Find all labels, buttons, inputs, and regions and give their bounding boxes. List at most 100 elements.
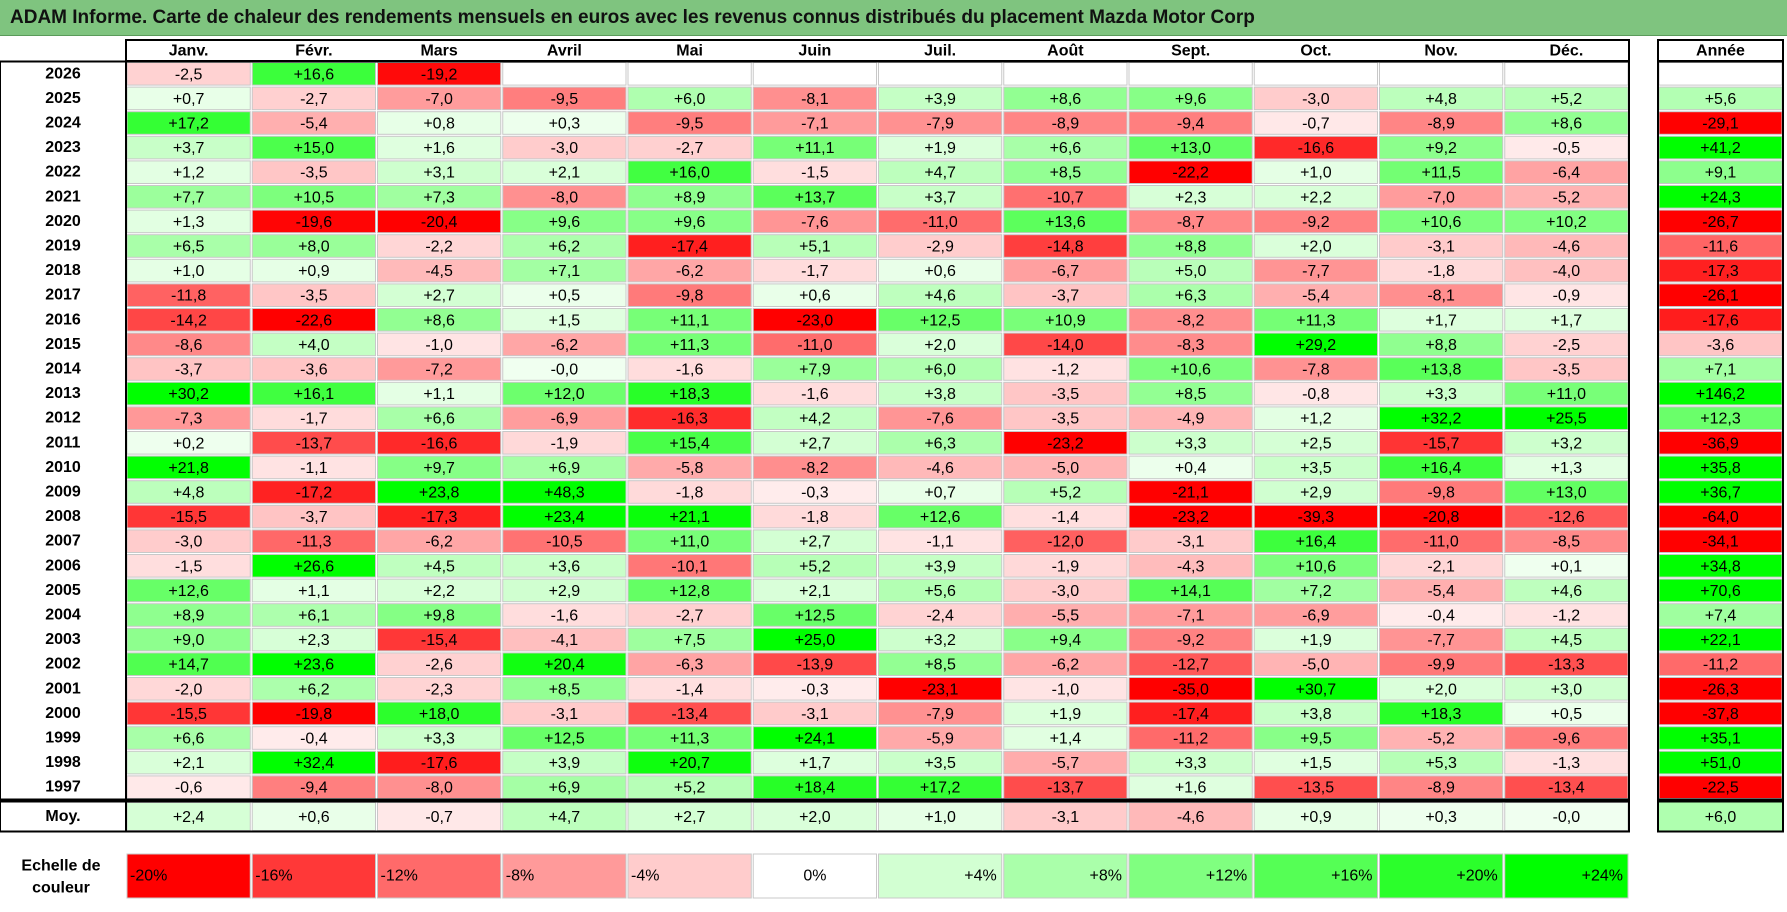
heat-cell-value: +12,5 xyxy=(795,608,836,625)
heat-cell-value: -2,3 xyxy=(425,681,453,698)
heat-cell xyxy=(878,578,1003,603)
average-cell xyxy=(1128,802,1253,831)
month-header: Août xyxy=(1047,43,1084,60)
heat-cell xyxy=(502,357,627,381)
heat-cell xyxy=(377,234,502,258)
heat-cell-value: +8,8 xyxy=(1175,239,1207,256)
annual-cell-value: +35,1 xyxy=(1700,731,1741,748)
heat-cell xyxy=(377,185,502,209)
year-label: 2025 xyxy=(45,90,81,107)
heat-cell-value: +18,3 xyxy=(669,386,710,403)
heat-cell-value: +4,5 xyxy=(1551,632,1583,649)
heat-cell-value: -7,1 xyxy=(801,116,829,133)
heat-cell-value: +2,7 xyxy=(799,534,831,551)
heat-cell xyxy=(1128,603,1253,627)
heat-cell xyxy=(1379,431,1504,455)
heat-cell xyxy=(878,258,1003,283)
heat-cell-value: +2,1 xyxy=(173,755,205,772)
annual-cell-value: +35,8 xyxy=(1700,460,1741,477)
annual-cell-value: +12,3 xyxy=(1700,411,1741,428)
heat-cell xyxy=(1253,111,1378,135)
heat-cell-value: -0,9 xyxy=(1553,288,1581,305)
heat-cell-value: +5,0 xyxy=(1175,263,1207,280)
heat-cell-value: -17,3 xyxy=(421,509,458,526)
scale-stop-label: +4% xyxy=(964,868,996,885)
heat-cell xyxy=(377,750,502,775)
heat-cell-value: +3,9 xyxy=(549,755,581,772)
heat-cell-value: -14,2 xyxy=(170,312,207,329)
heat-cell xyxy=(878,62,1003,86)
annual-cell-value: -64,0 xyxy=(1702,509,1739,526)
month-header: Mai xyxy=(676,43,703,60)
heat-cell-value: -23,0 xyxy=(797,312,834,329)
heat-cell xyxy=(752,209,877,234)
heat-cell-value: +0,8 xyxy=(423,116,455,133)
month-header: Juin xyxy=(798,43,831,60)
year-label: 2001 xyxy=(45,680,81,697)
heat-cell xyxy=(878,283,1003,307)
heat-cell-value: +10,6 xyxy=(1421,214,1462,231)
heat-cell xyxy=(1003,455,1128,480)
annual-cell-value: +7,4 xyxy=(1705,608,1737,625)
heat-cell-value: +2,3 xyxy=(1175,189,1207,206)
heat-cell xyxy=(1003,726,1128,750)
heat-cell xyxy=(1128,652,1253,677)
heat-cell-value: -23,1 xyxy=(922,681,959,698)
year-label: 2004 xyxy=(45,607,81,624)
year-label: 2013 xyxy=(45,385,81,402)
scale-stop-label: -12% xyxy=(381,868,418,885)
heat-cell xyxy=(251,209,376,234)
heat-cell xyxy=(251,160,376,184)
heat-cell xyxy=(1128,308,1253,332)
heat-cell xyxy=(502,258,627,283)
heat-cell-value: -3,1 xyxy=(1427,239,1455,256)
heat-cell-value: -6,2 xyxy=(676,263,704,280)
heat-cell xyxy=(752,357,877,381)
heat-cell xyxy=(1003,86,1128,111)
heat-cell xyxy=(1379,627,1504,652)
heat-cell xyxy=(251,406,376,430)
annual-cell-value: +41,2 xyxy=(1700,140,1741,157)
heat-cell-value: +8,5 xyxy=(1050,165,1082,182)
heat-cell-value: +10,9 xyxy=(1045,312,1086,329)
month-header: Déc. xyxy=(1549,43,1583,60)
heat-cell xyxy=(1253,357,1378,381)
heat-cell xyxy=(878,111,1003,135)
heat-cell xyxy=(878,652,1003,677)
heat-cell xyxy=(1128,701,1253,726)
heat-cell xyxy=(251,750,376,775)
heat-cell-value: -5,8 xyxy=(676,460,704,477)
heat-cell xyxy=(251,86,376,111)
heat-cell-value: +11,5 xyxy=(1421,165,1460,182)
heat-cell-value: +3,3 xyxy=(1425,386,1457,403)
heat-cell xyxy=(627,529,752,554)
heat-cell-value: -9,9 xyxy=(1427,657,1455,674)
heat-cell xyxy=(1128,529,1253,554)
heat-cell xyxy=(1128,406,1253,430)
heat-cell xyxy=(1003,652,1128,677)
heat-cell xyxy=(627,701,752,726)
heat-cell-value: -2,5 xyxy=(175,66,203,83)
heat-cell xyxy=(1003,111,1128,135)
heat-cell-value: +8,5 xyxy=(549,681,581,698)
heat-cell xyxy=(878,726,1003,750)
heat-cell-value: +9,6 xyxy=(674,214,706,231)
heat-cell xyxy=(251,283,376,307)
heat-cell xyxy=(1128,86,1253,111)
heat-cell-value: +16,6 xyxy=(294,66,335,83)
heat-cell xyxy=(1253,160,1378,184)
heat-cell-value: +3,7 xyxy=(924,189,956,206)
heat-cell-value: +11,0 xyxy=(1547,386,1586,403)
heat-cell xyxy=(1253,603,1378,627)
heat-cell-value: -2,2 xyxy=(425,239,453,256)
heat-cell xyxy=(1253,234,1378,258)
grid-outline xyxy=(125,60,1630,801)
heat-cell xyxy=(502,62,627,86)
heat-cell-value: -3,0 xyxy=(175,534,203,551)
annual-cell-value: +22,1 xyxy=(1700,632,1741,649)
average-cell xyxy=(627,802,752,831)
month-header: Mars xyxy=(420,43,457,60)
heat-cell-value: -3,7 xyxy=(1052,288,1080,305)
heat-cell xyxy=(752,504,877,529)
heat-cell xyxy=(1003,209,1128,234)
